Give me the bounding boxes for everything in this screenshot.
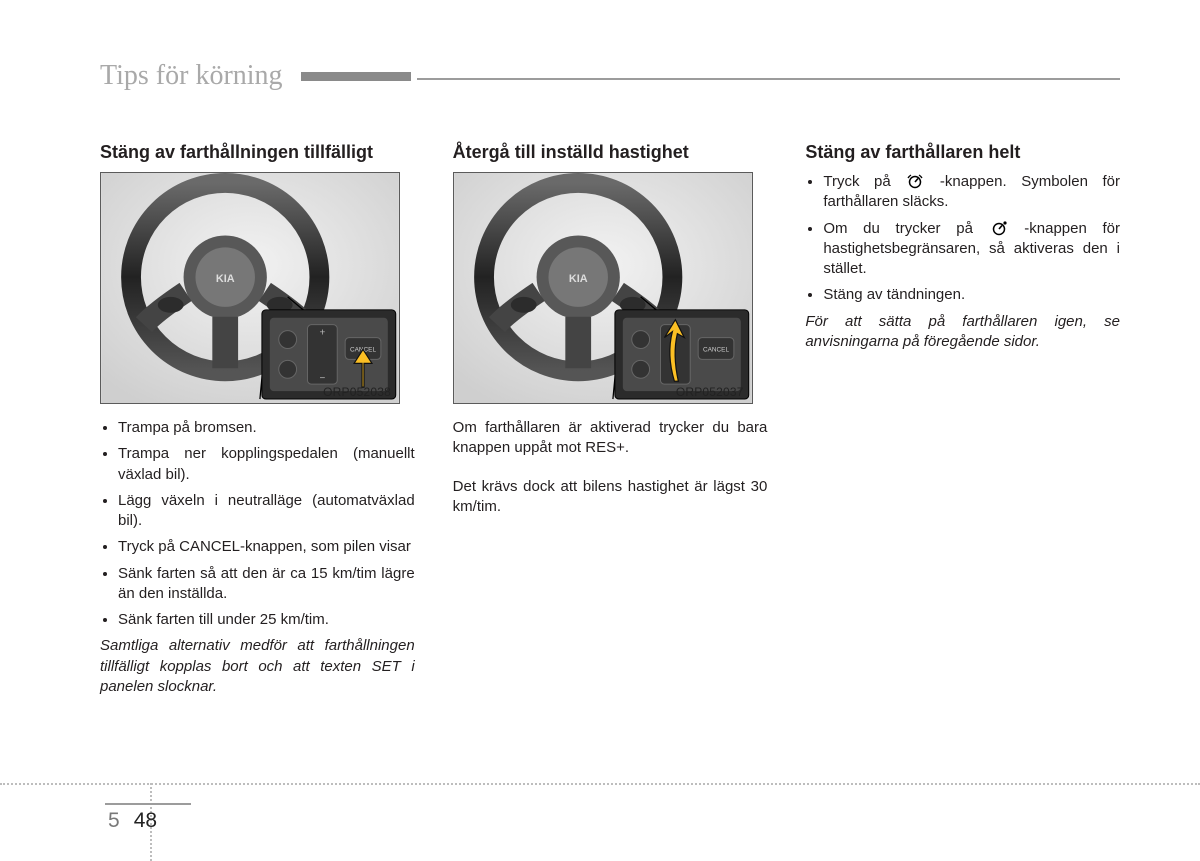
col2-p1: Om farthållaren är aktiverad trycker du … (453, 418, 768, 459)
crop-mark-h (0, 783, 1200, 785)
figure-cancel: KIA (100, 172, 400, 404)
steering-wheel-illustration: KIA + (454, 173, 752, 403)
list-item: Lägg växeln i neutralläge (automat­växla… (118, 491, 415, 532)
figure-code: ORP052037 (676, 385, 744, 399)
steering-wheel-illustration: KIA (101, 173, 399, 403)
list-item: Trampa på bromsen. (118, 418, 415, 438)
col1-heading: Stäng av farthållningen tillfälligt (100, 142, 415, 163)
section-title: Tips för körning (100, 60, 301, 92)
page-number: 5 48 (108, 809, 157, 833)
col2-heading: Återgå till inställd hastighet (453, 142, 768, 163)
column-3: Stäng av farthållaren helt Tryck på -kna… (805, 142, 1120, 697)
content-columns: Stäng av farthållningen tillfälligt (100, 142, 1120, 697)
list-item: Tryck på -knappen. Symbolen för farthåll… (823, 172, 1120, 213)
page-number-rule (105, 803, 191, 805)
text-fragment: Om du trycker på (823, 220, 988, 237)
svg-text:−: − (319, 373, 325, 384)
list-item: Tryck på CANCEL-knappen, som pilen visar (118, 537, 415, 557)
page-index: 48 (134, 809, 157, 833)
col3-heading: Stäng av farthållaren helt (805, 142, 1120, 163)
col3-note: För att sätta på farthållaren igen, se a… (805, 312, 1120, 353)
figure-code: ORP052038 (323, 385, 391, 399)
page-footer: 5 48 (0, 781, 1200, 861)
text-fragment: Tryck på (823, 173, 905, 190)
cruise-icon (905, 173, 925, 189)
list-item: Stäng av tändningen. (823, 285, 1120, 305)
column-2: Återgå till inställd hastighet (453, 142, 768, 697)
manual-page: Tips för körning Stäng av farthållningen… (0, 0, 1200, 861)
col1-bullets: Trampa på bromsen. Trampa ner kopplingsp… (100, 418, 415, 630)
svg-text:KIA: KIA (569, 273, 588, 285)
chapter-number: 5 (108, 809, 120, 833)
header-rule-line (417, 78, 1120, 80)
figure-resume: KIA + (453, 172, 753, 404)
list-item: Om du trycker på -knappen för hastighets… (823, 219, 1120, 280)
svg-text:+: + (319, 328, 325, 339)
col2-p2: Det krävs dock att bilens hastighet är l… (453, 477, 768, 518)
speed-limiter-icon (989, 220, 1009, 236)
col1-note: Samtliga alternativ medför att farthålln… (100, 636, 415, 697)
svg-text:KIA: KIA (216, 273, 235, 285)
svg-text:CANCEL: CANCEL (703, 346, 730, 353)
col3-bullets: Tryck på -knappen. Symbolen för farthåll… (805, 172, 1120, 306)
list-item: Sänk farten till under 25 km/tim. (118, 610, 415, 630)
list-item: Trampa ner kopplingspedalen (manu­ellt v… (118, 444, 415, 485)
header-rule-block (301, 72, 411, 81)
list-item: Sänk farten så att den är ca 15 km/tim l… (118, 564, 415, 605)
page-header: Tips för körning (100, 60, 1120, 92)
column-1: Stäng av farthållningen tillfälligt (100, 142, 415, 697)
